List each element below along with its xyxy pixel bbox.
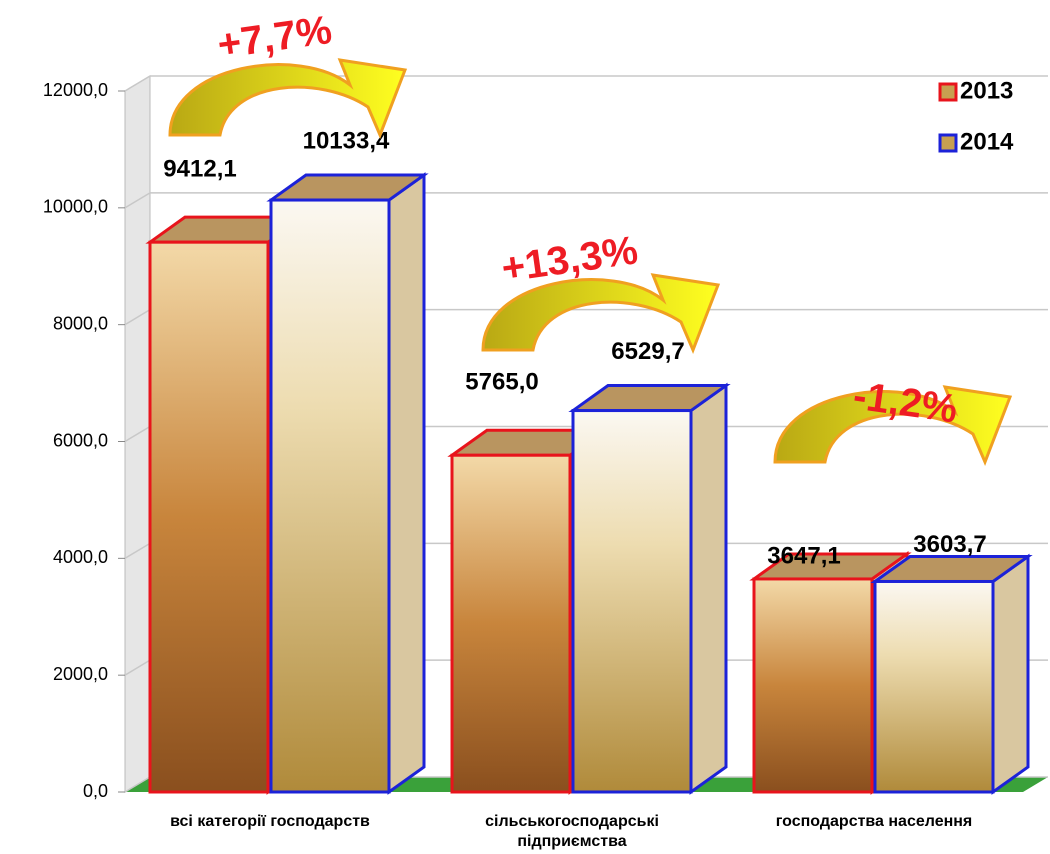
value-label: 10133,4: [303, 127, 390, 154]
bar: [752, 577, 874, 794]
bar: [571, 409, 693, 794]
bar: [873, 579, 995, 794]
bar-side: [991, 553, 1030, 795]
grid-line: [124, 75, 1048, 92]
value-label: 9412,1: [163, 156, 236, 183]
y-tick-label: 6000,0: [53, 430, 108, 450]
grid-line: [124, 192, 1048, 209]
y-tick-label: 10000,0: [43, 197, 108, 217]
legend-label: 2013: [960, 77, 1013, 104]
value-label: 3603,7: [913, 531, 986, 558]
x-tick-label: сільськогосподарські підприємства: [485, 813, 659, 850]
y-tick-label: 8000,0: [53, 313, 108, 333]
arrow: [773, 385, 1013, 466]
legend-swatch: [938, 133, 958, 153]
y-tick-label: 0,0: [83, 781, 108, 801]
value-label: 6529,7: [611, 338, 684, 365]
bar-side: [387, 172, 426, 795]
y-tick-label: 2000,0: [53, 664, 108, 684]
arrow: [481, 273, 721, 354]
y-tick-label: 4000,0: [53, 547, 108, 567]
x-tick-label: господарства населення: [775, 813, 973, 830]
bar: [269, 198, 391, 794]
x-tick-label: всі категорії господарств: [170, 813, 370, 830]
legend-label: 2014: [960, 128, 1014, 155]
value-label: 5765,0: [465, 369, 538, 396]
annotation: -1,2%: [851, 374, 961, 432]
annotation: +7,7%: [215, 8, 335, 68]
bar: [148, 240, 270, 794]
arrow: [168, 58, 408, 139]
value-label: 3647,1: [767, 542, 840, 569]
legend-swatch: [938, 82, 958, 102]
bar-side: [689, 382, 728, 795]
bar: [450, 453, 572, 794]
y-tick-label: 12000,0: [43, 80, 108, 100]
